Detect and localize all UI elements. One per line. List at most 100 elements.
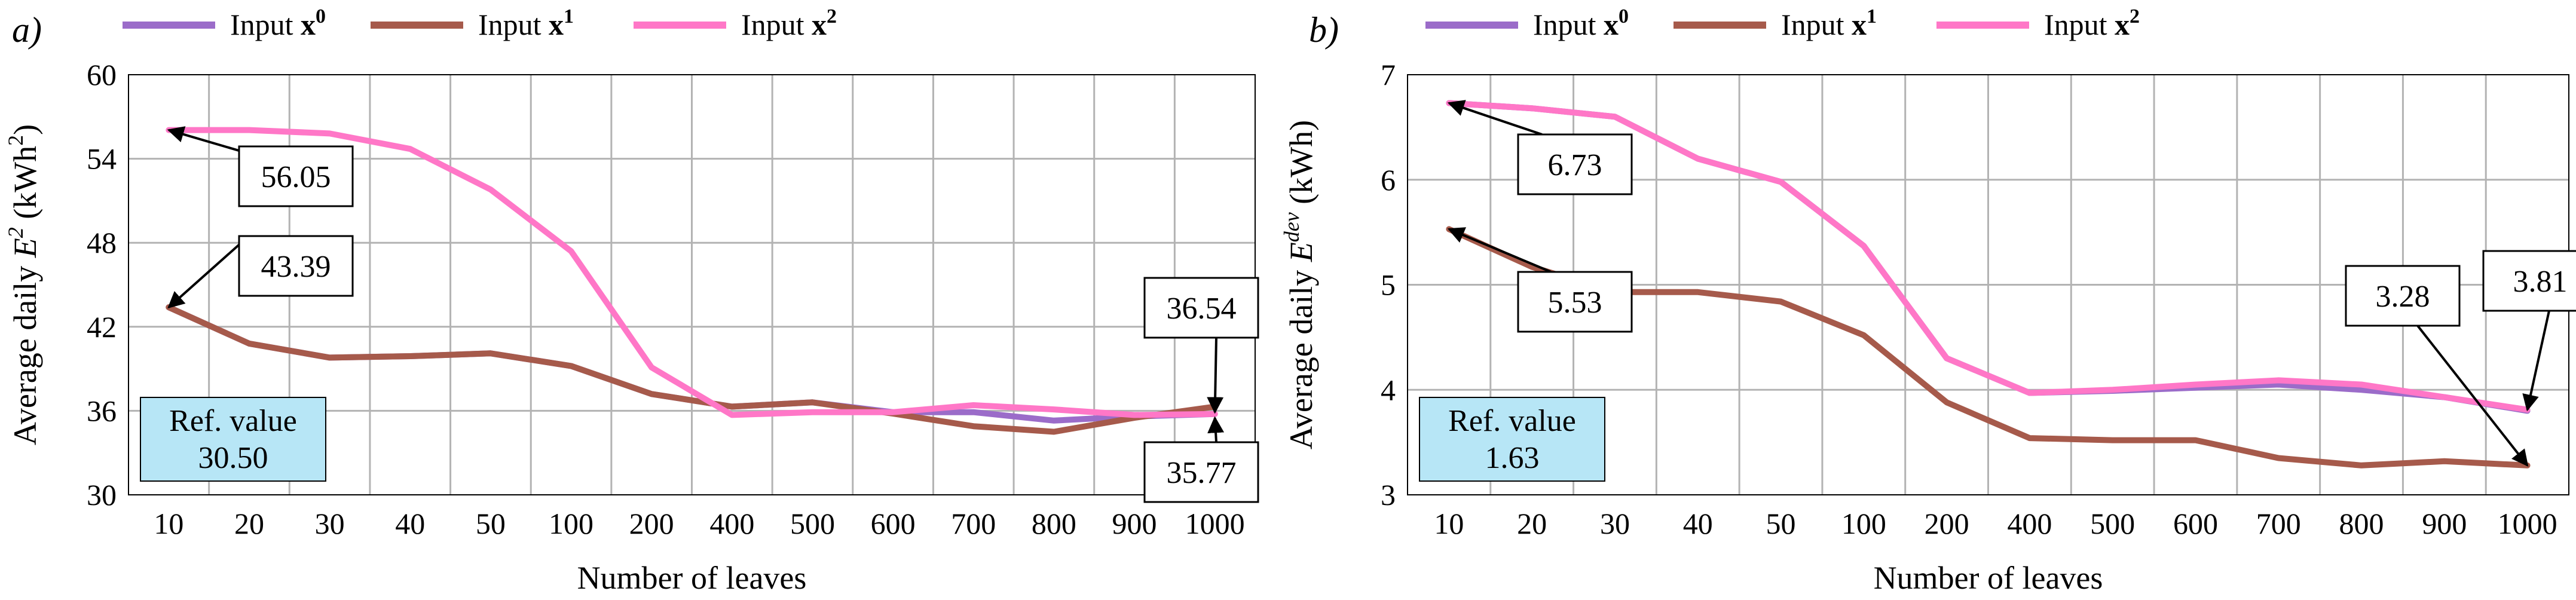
- callout-label: 3.28: [2376, 280, 2430, 314]
- series-line-x2: [166, 127, 1218, 418]
- x-tick-label: 20: [1517, 507, 1547, 540]
- legend-label-superscript: 0: [1619, 5, 1629, 27]
- legend-label-prefix: Input: [1533, 8, 1604, 41]
- legend-label-x1: Input x1: [478, 5, 574, 41]
- x-tick-label: 10: [1434, 507, 1464, 540]
- y-axis-label-superscript: dev: [1280, 212, 1304, 242]
- x-tick-label: 50: [476, 507, 506, 540]
- legend-label-symbol: x: [812, 8, 827, 41]
- x-tick-label: 600: [2173, 507, 2218, 540]
- callout-arrow: [1207, 337, 1224, 414]
- callout-label: 35.77: [1167, 456, 1237, 490]
- y-tick-label: 54: [87, 142, 117, 176]
- x-tick-label: 700: [2256, 507, 2301, 540]
- callout-box: [1143, 277, 1259, 339]
- y-tick-label: 60: [87, 58, 117, 91]
- legend-label-superscript: 1: [564, 5, 574, 27]
- callout-arrow: [2522, 310, 2550, 412]
- ref-value-box: [140, 397, 326, 482]
- x-tick-label: 100: [1841, 507, 1886, 540]
- x-tick-label: 50: [1766, 507, 1796, 540]
- panel-letter: b): [1309, 10, 1339, 50]
- callout-label: 43.39: [261, 250, 331, 284]
- legend-label-symbol: x: [1852, 8, 1867, 41]
- callout-box: [238, 145, 354, 207]
- callout-box: [2345, 265, 2461, 327]
- series-line-x2: [1446, 100, 2531, 413]
- y-axis-label-symbol: E: [7, 238, 43, 258]
- legend-label-symbol: x: [549, 8, 564, 41]
- y-tick-label: 4: [1381, 373, 1396, 406]
- x-tick-label: 700: [951, 507, 996, 540]
- legend: Input x0 Input x1 Input x2: [123, 5, 837, 41]
- callout-arrow: [1207, 416, 1225, 443]
- x-tick-label: 800: [2339, 507, 2384, 540]
- x-axis-label: Number of leaves: [577, 560, 807, 596]
- legend-label-symbol: x: [1604, 8, 1619, 41]
- x-tick-label: 400: [709, 507, 754, 540]
- callout-box: [238, 235, 354, 297]
- x-tick-label: 40: [1683, 507, 1713, 540]
- x-tick-label: 100: [549, 507, 593, 540]
- legend-label-x2: Input x2: [741, 5, 837, 41]
- legend-label-symbol: x: [301, 8, 316, 41]
- y-tick-label: 36: [87, 394, 117, 427]
- x-axis-label: Number of leaves: [1874, 560, 2103, 596]
- x-tick-label: 800: [1032, 507, 1076, 540]
- x-tick-label: 900: [1112, 507, 1157, 540]
- y-axis-label-unit-close: ): [7, 124, 43, 135]
- ref-value-label: Ref. value: [1448, 404, 1576, 438]
- y-axis-label: Average daily E2 (kWh2): [4, 124, 43, 445]
- x-tick-label: 200: [1925, 507, 1969, 540]
- y-axis-label-unit: (kWh: [7, 146, 43, 227]
- x-tick-label: 40: [395, 507, 425, 540]
- callout-label: 5.53: [1548, 286, 1602, 320]
- x-tick-label: 400: [2007, 507, 2052, 540]
- y-tick-label: 7: [1381, 58, 1396, 91]
- x-tick-label: 30: [1600, 507, 1630, 540]
- x-tick-label: 200: [629, 507, 674, 540]
- y-axis-label-prefix: Average daily: [7, 258, 43, 445]
- legend-label-superscript: 2: [827, 5, 837, 27]
- legend-label-prefix: Input: [1781, 8, 1852, 41]
- callout-label: 6.73: [1548, 148, 1602, 182]
- x-tick-label: 30: [315, 507, 345, 540]
- panel-letter: a): [12, 10, 42, 50]
- y-tick-label: 5: [1381, 268, 1396, 302]
- callout-arrow: [167, 126, 246, 154]
- callout-box: [1517, 133, 1633, 195]
- callout-label: 3.81: [2513, 265, 2568, 299]
- ref-value-box: [1419, 397, 1605, 482]
- legend-label-x0: Input x0: [230, 5, 326, 41]
- y-tick-label: 3: [1381, 478, 1396, 512]
- legend-label-x1: Input x1: [1781, 5, 1877, 41]
- legend: Input x0 Input x1 Input x2: [1425, 5, 2140, 41]
- callout-label: 56.05: [261, 160, 331, 194]
- callout-box: [1143, 441, 1259, 503]
- callout-arrow: [1447, 100, 1543, 136]
- x-tick-label: 10: [154, 507, 183, 540]
- ref-value-number: 1.63: [1485, 441, 1540, 475]
- x-tick-label: 1000: [2498, 507, 2557, 540]
- x-tick-label: 500: [790, 507, 835, 540]
- callout-arrow: [1447, 227, 1552, 273]
- legend-label-prefix: Input: [741, 8, 812, 41]
- legend-label-symbol: x: [2115, 8, 2130, 41]
- y-axis-label-superscript: 2: [4, 227, 27, 238]
- legend-label-superscript: 1: [1867, 5, 1877, 27]
- x-tick-label: 500: [2090, 507, 2135, 540]
- callout-arrow: [167, 241, 243, 309]
- legend-label-prefix: Input: [2044, 8, 2115, 41]
- y-tick-label: 42: [87, 310, 117, 344]
- y-axis-label-unit: (kWh): [1283, 120, 1319, 212]
- y-axis-label-unit-superscript: 2: [4, 135, 27, 146]
- y-tick-label: 30: [87, 478, 117, 512]
- callout-arrow: [2416, 325, 2529, 467]
- y-axis-label-symbol: E: [1283, 242, 1319, 262]
- series-line-x1: [166, 304, 1218, 435]
- callout-box: [1517, 271, 1633, 333]
- legend-label-superscript: 0: [316, 5, 326, 27]
